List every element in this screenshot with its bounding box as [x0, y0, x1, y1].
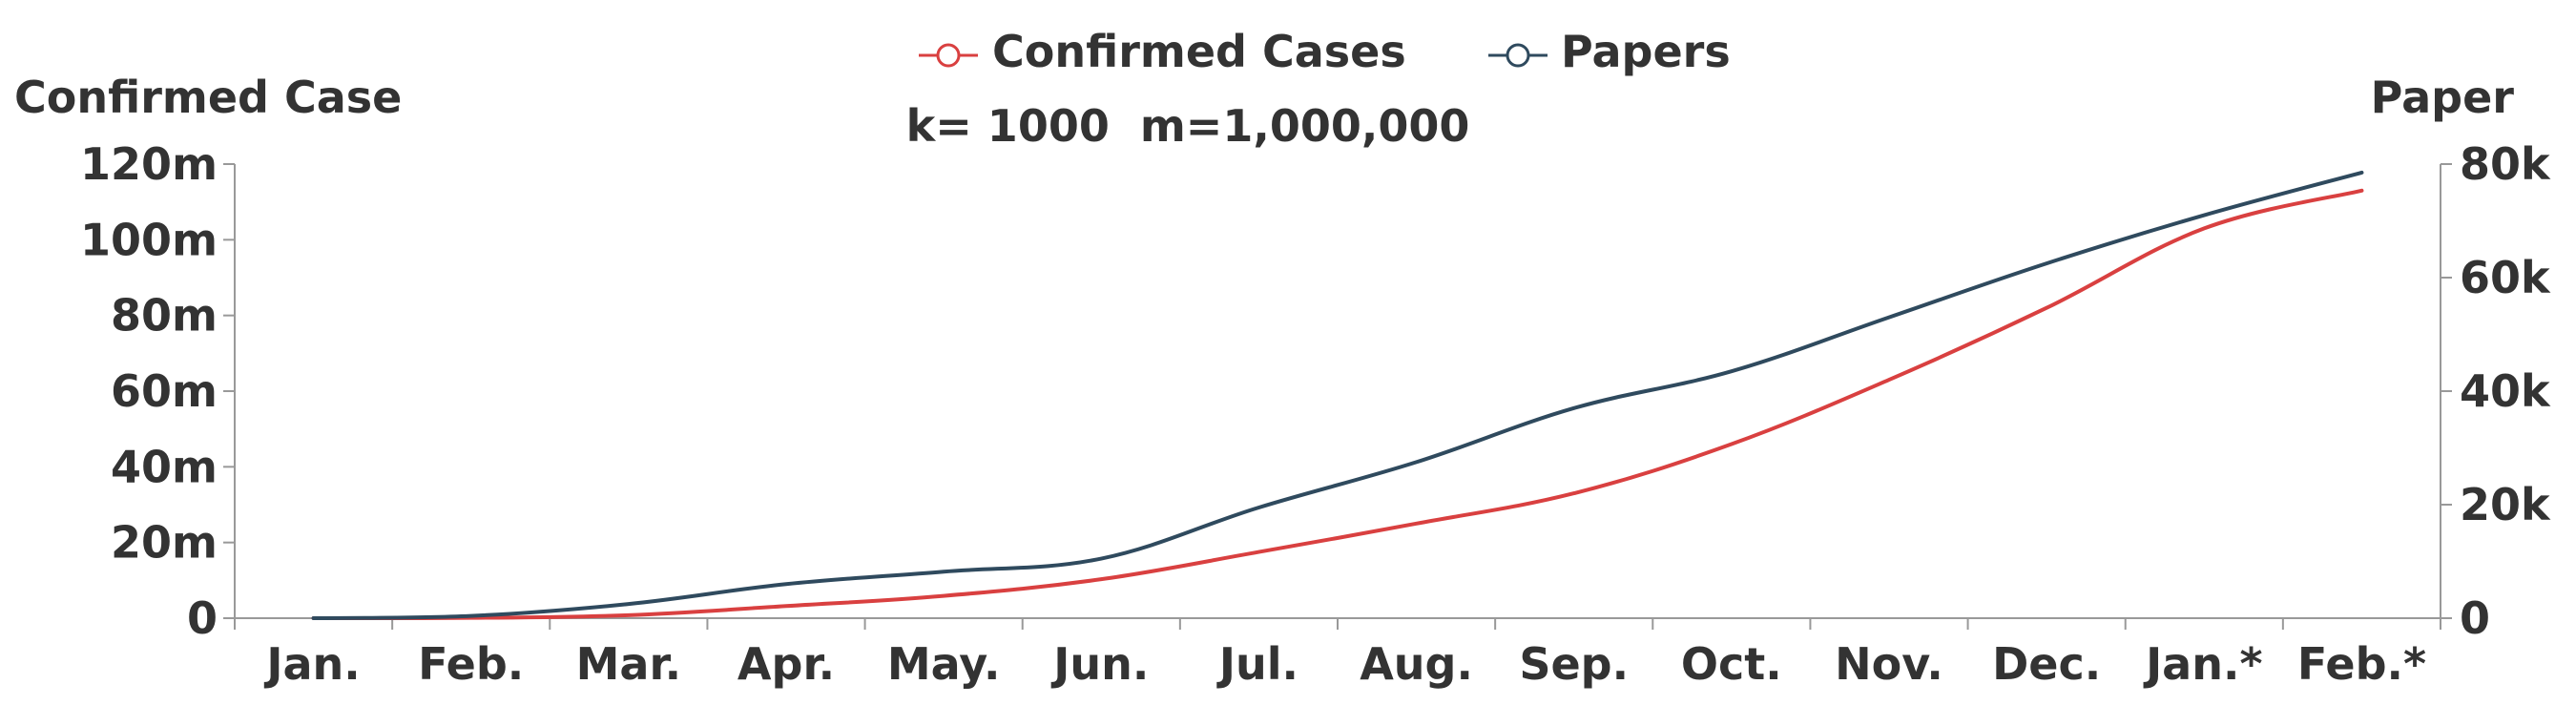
- legend-marker-papers: [1506, 43, 1530, 68]
- axes: [234, 164, 2441, 619]
- x-tick-label: Feb.: [418, 638, 524, 690]
- y-left-tick-label: 100m: [80, 214, 218, 265]
- series-line-papers: [311, 170, 2364, 620]
- x-tick-label: Jan.*: [2143, 638, 2262, 690]
- legend-marker-confirmed: [936, 43, 961, 68]
- y-left-tick-label: 60m: [111, 365, 218, 417]
- chart-subtitle: k= 1000 m=1,000,000: [906, 100, 1470, 152]
- x-tick-label: Jan.: [263, 638, 360, 690]
- y-right-tick-label: 40k: [2460, 365, 2551, 417]
- x-axis-ticks: Jan. Feb. Mar. Apr. May. Jun. Jul. Aug. Sep. Oct.…: [234, 618, 2441, 690]
- y-left-tick-label: 20m: [111, 517, 218, 569]
- x-tick-label: Jun.: [1050, 638, 1149, 690]
- y-right-tick-label: 80k: [2460, 138, 2551, 190]
- y-axis-right-title: Paper: [2371, 72, 2515, 123]
- legend-label-papers: Papers: [1561, 26, 1731, 77]
- legend: Confirmed Cases Papers: [919, 26, 1731, 77]
- y-left-tick-label: 80m: [111, 290, 218, 342]
- x-tick-label: Apr.: [737, 638, 835, 690]
- x-tick-label: Nov.: [1835, 638, 1943, 690]
- y-axis-left-title: Confirmed Case: [14, 72, 402, 123]
- y-left-tick-label: 0: [187, 592, 218, 644]
- y-right-tick-label: 60k: [2460, 252, 2551, 303]
- x-tick-label: Mar.: [576, 638, 681, 690]
- y-left-tick-label: 120m: [80, 138, 218, 190]
- x-tick-label: Jul.: [1216, 638, 1298, 690]
- x-tick-label: Aug.: [1360, 638, 1473, 690]
- x-tick-label: Oct.: [1681, 638, 1782, 690]
- series-lines: [311, 170, 2364, 621]
- legend-label-confirmed: Confirmed Cases: [992, 26, 1406, 77]
- y-right-tick-label: 0: [2460, 592, 2490, 644]
- x-tick-label: Feb.*: [2297, 638, 2426, 690]
- x-tick-label: Dec.: [1992, 638, 2101, 690]
- x-tick-label: Sep.: [1519, 638, 1629, 690]
- y-right-tick-label: 20k: [2460, 479, 2551, 530]
- x-tick-label: May.: [887, 638, 1001, 690]
- series-line-confirmed-cases: [311, 188, 2364, 621]
- y-left-tick-label: 40m: [111, 441, 218, 492]
- y-axis-right-ticks: 0 20k 40k 60k 80k: [2441, 138, 2551, 644]
- y-axis-left-ticks: 0 20m 40m 60m 80m 100m 120m: [80, 138, 235, 644]
